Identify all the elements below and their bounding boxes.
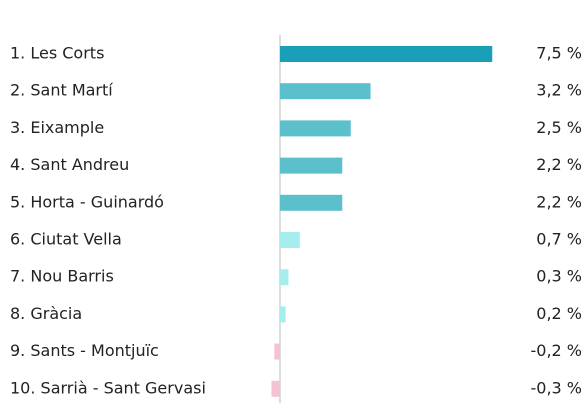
category-label: 4. Sant Andreu <box>10 155 129 174</box>
value-label: 2,2 % <box>536 155 582 174</box>
bar <box>280 83 371 100</box>
category-label: 5. Horta - Guinardó <box>10 192 164 211</box>
value-label: -0,2 % <box>530 341 582 360</box>
bar <box>280 306 286 323</box>
value-label: 0,2 % <box>536 304 582 323</box>
value-label: 2,2 % <box>536 192 582 211</box>
value-label: 3,2 % <box>536 81 582 100</box>
bar <box>274 343 280 360</box>
category-label: 3. Eixample <box>10 118 104 137</box>
category-label: 9. Sants - Montjuïc <box>10 341 159 360</box>
bar <box>280 157 343 174</box>
category-label: 8. Gràcia <box>10 304 82 323</box>
category-label: 10. Sarrià - Sant Gervasi <box>10 378 206 397</box>
value-label: 2,5 % <box>536 118 582 137</box>
value-label: 0,7 % <box>536 230 582 249</box>
value-label: -0,3 % <box>530 378 582 397</box>
value-label: 7,5 % <box>536 44 582 63</box>
category-label: 1. Les Corts <box>10 44 104 63</box>
bar <box>280 46 493 62</box>
category-label: 6. Ciutat Vella <box>10 230 122 249</box>
category-label: 2. Sant Martí <box>10 81 113 100</box>
category-label: 7. Nou Barris <box>10 267 114 286</box>
value-label: 0,3 % <box>536 267 582 286</box>
bar <box>280 194 343 211</box>
bar <box>280 120 351 137</box>
bar <box>271 380 280 397</box>
bar <box>280 232 300 248</box>
bar <box>280 269 289 286</box>
